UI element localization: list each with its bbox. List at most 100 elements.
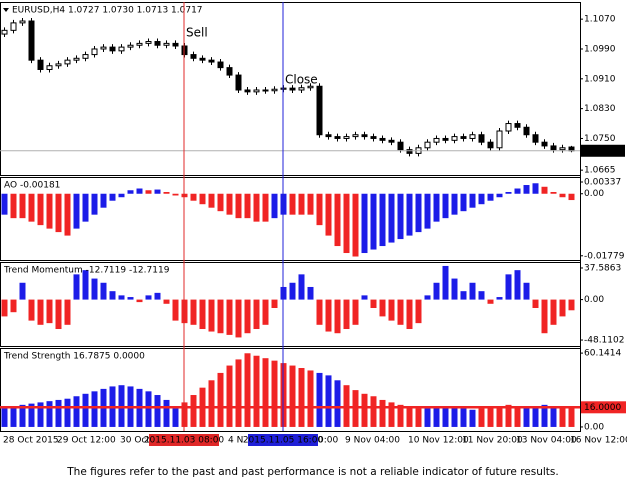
histogram-bar <box>307 286 314 300</box>
histogram-bar <box>163 399 170 427</box>
y-tick-label: 1.1070 <box>584 15 616 25</box>
histogram-bar <box>1 299 8 317</box>
histogram-bar <box>154 292 161 300</box>
histogram-bar <box>163 299 170 304</box>
candle-body <box>406 149 413 154</box>
histogram-bar <box>271 193 278 219</box>
histogram-bar <box>235 299 242 338</box>
y-tick-label: -48.1102 <box>584 336 624 346</box>
histogram-bar <box>334 299 341 334</box>
candle-body <box>64 59 71 65</box>
histogram-bar <box>379 399 386 427</box>
candle-body <box>19 20 26 24</box>
candle-body <box>325 134 332 138</box>
candle-body <box>442 137 449 141</box>
histogram-bar <box>73 396 80 427</box>
histogram-bar <box>82 270 89 300</box>
histogram-bar <box>388 402 395 427</box>
histogram-bar <box>271 360 278 427</box>
histogram-bar <box>109 193 116 201</box>
y-tick-label: 60.1414 <box>584 349 621 359</box>
histogram-bar <box>289 193 296 215</box>
histogram-bar <box>19 404 26 427</box>
histogram-bar <box>307 370 314 427</box>
histogram-bar <box>217 193 224 212</box>
y-tick-label: 37.5863 <box>584 263 621 273</box>
histogram-bar <box>271 299 278 308</box>
y-tick-label: 1.0830 <box>584 104 616 114</box>
candle-body <box>28 20 35 61</box>
histogram-bar <box>415 408 422 427</box>
histogram-bar <box>316 299 323 325</box>
histogram-bar <box>37 299 44 325</box>
candle-body <box>163 42 170 46</box>
histogram-bar <box>10 193 17 219</box>
candle-body <box>208 59 215 63</box>
histogram-bar <box>100 193 107 208</box>
y-tick-label: 0.00 <box>584 422 604 432</box>
histogram-bar <box>118 193 125 198</box>
histogram-bar <box>523 407 530 427</box>
candle-body <box>478 134 485 143</box>
histogram-bar <box>433 193 440 222</box>
histogram-bar <box>82 193 89 222</box>
histogram-bar <box>28 299 35 321</box>
histogram-bar <box>469 193 476 208</box>
candle-body <box>505 123 512 132</box>
candle-body <box>1 29 8 35</box>
histogram-bar <box>343 299 350 330</box>
candle-body <box>451 136 458 141</box>
candle-body <box>244 89 251 93</box>
x-tick-label: 28 Oct 2015 <box>3 436 59 446</box>
candle-body <box>433 137 440 143</box>
histogram-bar <box>145 190 152 194</box>
histogram-bar <box>262 358 269 427</box>
x-highlight-label: 2015.11.05 16:00 <box>243 436 324 446</box>
histogram-bar <box>442 265 449 300</box>
histogram-bar <box>559 407 566 427</box>
candle-body <box>37 59 44 70</box>
candle-body <box>379 137 386 141</box>
panel-title: AO -0.00181 <box>4 181 60 191</box>
histogram-bar <box>253 355 260 427</box>
x-highlight-label: 2015.11.03 08:00 <box>144 436 225 446</box>
histogram-bar <box>163 191 170 194</box>
histogram-bar <box>37 402 44 427</box>
candle-body <box>190 54 197 59</box>
x-tick-label: 16 Nov 12:00 <box>570 436 627 446</box>
histogram-bar <box>541 186 548 194</box>
histogram-bar <box>91 193 98 215</box>
candle-body <box>109 46 116 52</box>
candle-body <box>298 87 305 91</box>
x-highlight <box>149 434 219 446</box>
histogram-bar <box>145 295 152 300</box>
histogram-bar <box>118 295 125 300</box>
histogram-bar <box>460 193 467 212</box>
histogram-bar <box>253 299 260 330</box>
histogram-bar <box>136 188 143 194</box>
histogram-bar <box>10 406 17 427</box>
histogram-bar <box>316 372 323 427</box>
candle-body <box>289 87 296 91</box>
histogram-bar <box>514 406 521 427</box>
histogram-bar <box>55 193 62 233</box>
histogram-bar <box>1 408 8 427</box>
histogram-bar <box>190 299 197 325</box>
histogram-bar <box>505 404 512 427</box>
histogram-bar <box>46 299 53 324</box>
histogram-bar <box>550 406 557 427</box>
histogram-bar <box>388 299 395 321</box>
histogram-bar <box>91 278 98 300</box>
candle-body <box>487 141 494 149</box>
histogram-bar <box>559 299 566 317</box>
histogram-bar <box>505 191 512 194</box>
histogram-bar <box>523 282 530 300</box>
x-tick-label: 4 N <box>228 436 243 446</box>
candle-body <box>532 134 539 143</box>
histogram-bar <box>550 299 557 325</box>
histogram-bar <box>226 365 233 427</box>
histogram-bar <box>397 193 404 240</box>
histogram-bar <box>505 274 512 300</box>
histogram-bar <box>208 380 215 427</box>
histogram-bar <box>190 193 197 201</box>
